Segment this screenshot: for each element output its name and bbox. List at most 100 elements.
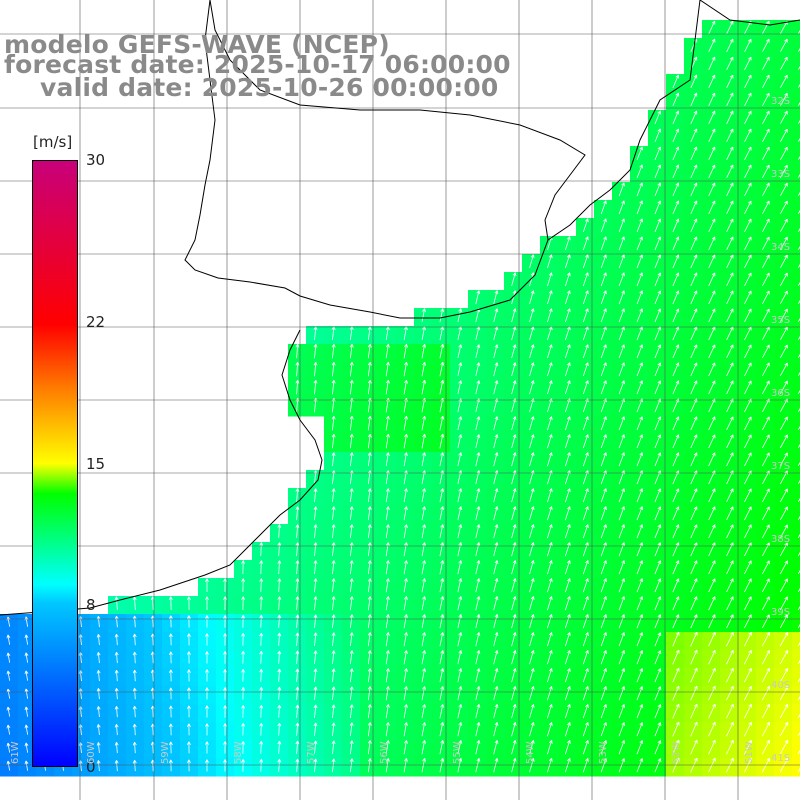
wind-arrow [511, 686, 517, 701]
wind-arrow [403, 433, 408, 449]
wind-arrow [439, 722, 445, 737]
wind-arrow [529, 308, 535, 323]
wind-arrow [475, 686, 481, 701]
wind-arrow [223, 759, 228, 772]
wind-arrow [403, 506, 408, 521]
wind-arrow [421, 415, 427, 431]
wind-arrow [708, 649, 716, 665]
wind-arrow [582, 722, 589, 737]
wind-arrow [708, 74, 716, 88]
wind-arrow [186, 687, 191, 700]
wind-arrow [744, 380, 752, 395]
wind-arrow [636, 560, 644, 575]
wind-arrow [672, 649, 680, 665]
wind-arrow [672, 434, 680, 449]
wind-arrow [726, 685, 734, 701]
wind-arrow [295, 704, 300, 718]
wind-arrow [618, 542, 625, 557]
wind-arrow [618, 290, 625, 305]
wind-arrow [762, 200, 770, 214]
wind-arrow [726, 703, 734, 719]
wind-arrow [582, 218, 589, 233]
wind-arrow [636, 272, 643, 287]
wind-arrow [114, 742, 119, 754]
wind-arrow [132, 651, 137, 664]
wind-arrow [457, 362, 463, 377]
wind-arrow [241, 741, 246, 754]
wind-arrow [511, 722, 517, 737]
wind-arrow [403, 560, 408, 575]
wind-arrow [295, 650, 300, 664]
wind-arrow [779, 614, 788, 629]
wind-arrow [114, 633, 119, 646]
wind-arrow [654, 344, 662, 359]
wind-arrow [690, 721, 698, 737]
wind-arrow [439, 308, 445, 323]
wind-arrow [762, 38, 770, 52]
wind-arrow [797, 767, 800, 773]
wind-arrow [726, 128, 734, 142]
wind-arrow [618, 272, 625, 287]
wind-arrow [277, 614, 282, 628]
wind-arrow [313, 614, 318, 629]
wind-arrow [511, 380, 517, 395]
wind-arrow [24, 706, 29, 717]
wind-arrow [96, 652, 101, 664]
wind-arrow [349, 506, 354, 521]
wind-arrow [761, 739, 771, 755]
wind-arrow [367, 488, 372, 503]
wind-arrow [654, 542, 662, 557]
wind-arrow [708, 506, 716, 521]
wind-arrow [493, 488, 499, 503]
wind-arrow [762, 182, 770, 196]
wind-cell [792, 326, 800, 345]
wind-arrow [511, 578, 517, 593]
wind-arrow [582, 254, 589, 269]
wind-arrow [797, 659, 800, 665]
wind-arrow [654, 578, 662, 593]
wind-arrow [636, 308, 643, 323]
wind-arrow [690, 452, 698, 467]
wind-arrow [654, 290, 662, 305]
wind-arrow [295, 560, 300, 575]
wind-arrow [475, 560, 481, 575]
wind-cell [792, 56, 800, 75]
wind-arrow [726, 649, 734, 665]
wind-arrow [726, 272, 734, 287]
wind-cell [792, 344, 800, 363]
wind-arrow [708, 380, 716, 395]
wind-arrow [295, 578, 300, 593]
wind-arrow [421, 740, 427, 755]
wind-arrow [403, 650, 408, 665]
wind-arrow [186, 633, 191, 646]
wind-arrow [313, 632, 318, 646]
wind-arrow [331, 379, 336, 395]
wind-arrow [690, 434, 698, 449]
wind-arrow [779, 596, 788, 611]
wind-arrow [475, 434, 481, 449]
wind-arrow [708, 524, 716, 539]
wind-arrow [780, 182, 788, 196]
wind-arrow [421, 488, 426, 503]
wind-arrow [672, 542, 680, 557]
wind-arrow [797, 731, 800, 737]
wind-arrow [726, 236, 734, 251]
wind-arrow [277, 560, 282, 575]
wind-arrow [582, 524, 589, 539]
wind-arrow [511, 596, 517, 611]
wind-arrow [421, 542, 426, 557]
wind-arrow [295, 722, 300, 736]
wind-arrow [582, 686, 589, 701]
wind-arrow [475, 632, 481, 647]
wind-arrow [744, 254, 752, 269]
wind-arrow [223, 578, 228, 593]
wind-cell [792, 722, 800, 741]
wind-arrow [186, 651, 191, 664]
wind-arrow [475, 740, 481, 755]
wind-arrow [618, 506, 625, 521]
wind-arrow [654, 164, 662, 179]
wind-arrow [457, 614, 463, 629]
wind-arrow [511, 506, 517, 521]
wind-arrow [708, 560, 716, 575]
wind-arrow [672, 182, 680, 197]
